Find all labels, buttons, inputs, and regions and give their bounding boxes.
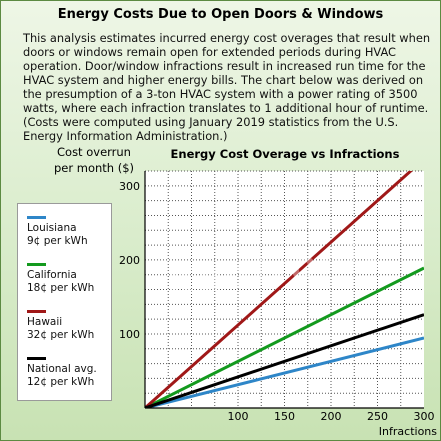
legend: Louisiana 9¢ per kWh California 18¢ per kWh… bbox=[17, 203, 112, 401]
x-tick-label: 300 bbox=[414, 410, 435, 423]
x-tick-label: 150 bbox=[274, 410, 295, 423]
y-axis-label-line2: per month ($) bbox=[54, 161, 135, 175]
legend-swatch bbox=[27, 310, 46, 313]
x-axis-label: Infractions bbox=[379, 425, 437, 438]
legend-swatch bbox=[27, 357, 46, 360]
page-title: Energy Costs Due to Open Doors & Windows bbox=[57, 7, 384, 22]
series-line-hawaii bbox=[145, 171, 413, 408]
legend-swatch bbox=[27, 216, 46, 219]
series-line-louisiana bbox=[145, 336, 424, 408]
legend-item: Louisiana 9¢ per kWh bbox=[27, 216, 109, 248]
series-line-national-avg bbox=[145, 313, 424, 408]
y-tick-label: 300 bbox=[119, 180, 140, 193]
description-text: This analysis estimates incurred energy … bbox=[23, 31, 431, 143]
y-tick-label: 100 bbox=[119, 328, 140, 341]
legend-item: National avg. 12¢ per kWh bbox=[27, 357, 109, 389]
legend-label: Hawaii bbox=[27, 316, 63, 328]
legend-rate: 18¢ per kWh bbox=[27, 282, 95, 294]
legend-swatch bbox=[27, 263, 46, 266]
y-tick-label: 200 bbox=[119, 254, 140, 267]
legend-item: Hawaii 32¢ per kWh bbox=[27, 310, 109, 342]
chart-title: Energy Cost Overage vs Infractions bbox=[170, 147, 400, 161]
x-tick-label: 100 bbox=[228, 410, 249, 423]
x-tick-label: 200 bbox=[321, 410, 342, 423]
series-line-california bbox=[145, 266, 424, 408]
legend-rate: 32¢ per kWh bbox=[27, 329, 95, 341]
legend-label: Louisiana bbox=[27, 222, 77, 234]
x-tick-label: 250 bbox=[367, 410, 388, 423]
legend-rate: 9¢ per kWh bbox=[27, 235, 88, 247]
y-axis-label-line1: Cost overrun bbox=[57, 145, 131, 159]
legend-label: California bbox=[27, 269, 77, 281]
legend-item: California 18¢ per kWh bbox=[27, 263, 109, 295]
legend-rate: 12¢ per kWh bbox=[27, 376, 95, 388]
legend-label: National avg. bbox=[27, 363, 97, 375]
